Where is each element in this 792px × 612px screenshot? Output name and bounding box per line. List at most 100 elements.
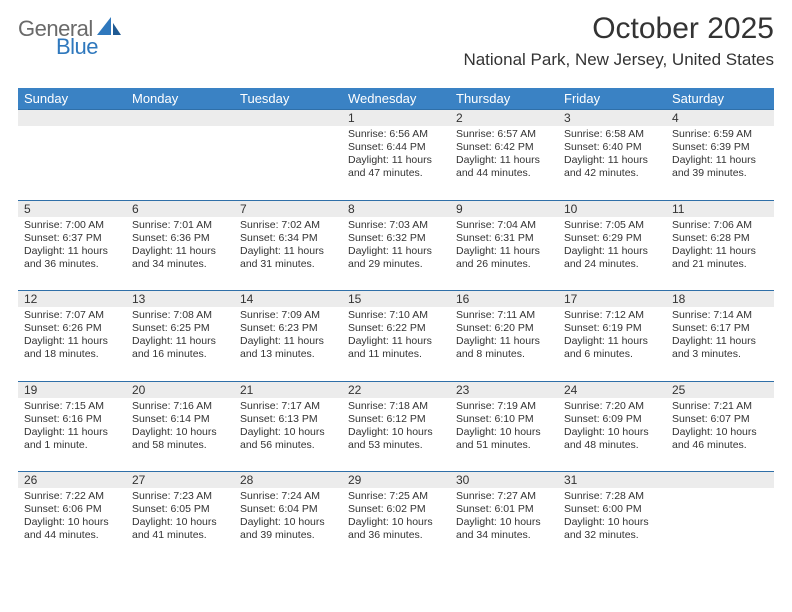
week-1-daynums: 567891011: [18, 200, 774, 217]
day-content: Sunrise: 7:28 AMSunset: 6:00 PMDaylight:…: [558, 488, 666, 547]
sunrise: Sunrise: 7:02 AM: [240, 219, 336, 232]
day-number: 5: [18, 201, 126, 217]
sunset: Sunset: 6:09 PM: [564, 413, 660, 426]
daylight: Daylight: 11 hours and 24 minutes.: [564, 245, 660, 271]
daynum-cell: 15: [342, 291, 450, 308]
day-content: Sunrise: 7:21 AMSunset: 6:07 PMDaylight:…: [666, 398, 774, 457]
brand-sail-icon: [97, 17, 121, 35]
daynum-cell: 9: [450, 200, 558, 217]
daylight: Daylight: 11 hours and 31 minutes.: [240, 245, 336, 271]
day-content: Sunrise: 6:57 AMSunset: 6:42 PMDaylight:…: [450, 126, 558, 185]
day-content: Sunrise: 7:17 AMSunset: 6:13 PMDaylight:…: [234, 398, 342, 457]
daynum-cell: 20: [126, 381, 234, 398]
sunset: Sunset: 6:36 PM: [132, 232, 228, 245]
day-cell: Sunrise: 7:16 AMSunset: 6:14 PMDaylight:…: [126, 398, 234, 472]
sunrise: Sunrise: 7:15 AM: [24, 400, 120, 413]
day-content: Sunrise: 7:23 AMSunset: 6:05 PMDaylight:…: [126, 488, 234, 547]
day-content: [126, 126, 234, 132]
day-content: Sunrise: 7:14 AMSunset: 6:17 PMDaylight:…: [666, 307, 774, 366]
daynum-cell: 27: [126, 472, 234, 489]
calendar-head: SundayMondayTuesdayWednesdayThursdayFrid…: [18, 88, 774, 110]
sunset: Sunset: 6:19 PM: [564, 322, 660, 335]
day-number: 29: [342, 472, 450, 488]
page: General October 2025 National Park, New …: [0, 0, 792, 612]
sunset: Sunset: 6:42 PM: [456, 141, 552, 154]
day-content: Sunrise: 7:25 AMSunset: 6:02 PMDaylight:…: [342, 488, 450, 547]
sunrise: Sunrise: 7:08 AM: [132, 309, 228, 322]
sunset: Sunset: 6:40 PM: [564, 141, 660, 154]
day-number: 26: [18, 472, 126, 488]
day-number: 27: [126, 472, 234, 488]
daylight: Daylight: 11 hours and 44 minutes.: [456, 154, 552, 180]
sunset: Sunset: 6:17 PM: [672, 322, 768, 335]
sunrise: Sunrise: 7:03 AM: [348, 219, 444, 232]
day-number: 8: [342, 201, 450, 217]
day-number: 19: [18, 382, 126, 398]
sunrise: Sunrise: 7:21 AM: [672, 400, 768, 413]
sunrise: Sunrise: 7:12 AM: [564, 309, 660, 322]
day-cell: Sunrise: 7:23 AMSunset: 6:05 PMDaylight:…: [126, 488, 234, 562]
daynum-cell: 10: [558, 200, 666, 217]
day-cell: Sunrise: 7:19 AMSunset: 6:10 PMDaylight:…: [450, 398, 558, 472]
calendar-body: 1234Sunrise: 6:56 AMSunset: 6:44 PMDayli…: [18, 110, 774, 563]
day-cell: Sunrise: 7:17 AMSunset: 6:13 PMDaylight:…: [234, 398, 342, 472]
sunset: Sunset: 6:01 PM: [456, 503, 552, 516]
daynum-cell: 8: [342, 200, 450, 217]
sunset: Sunset: 6:02 PM: [348, 503, 444, 516]
week-4-daynums: 262728293031: [18, 472, 774, 489]
week-0-daynums: 1234: [18, 110, 774, 127]
day-cell: Sunrise: 7:24 AMSunset: 6:04 PMDaylight:…: [234, 488, 342, 562]
day-cell: Sunrise: 7:15 AMSunset: 6:16 PMDaylight:…: [18, 398, 126, 472]
day-number: 23: [450, 382, 558, 398]
sunrise: Sunrise: 7:06 AM: [672, 219, 768, 232]
weekday-wednesday: Wednesday: [342, 88, 450, 110]
sunrise: Sunrise: 7:20 AM: [564, 400, 660, 413]
day-cell: Sunrise: 7:01 AMSunset: 6:36 PMDaylight:…: [126, 217, 234, 291]
day-cell: Sunrise: 7:22 AMSunset: 6:06 PMDaylight:…: [18, 488, 126, 562]
sunset: Sunset: 6:39 PM: [672, 141, 768, 154]
daynum-cell: 6: [126, 200, 234, 217]
sunset: Sunset: 6:14 PM: [132, 413, 228, 426]
day-content: Sunrise: 7:01 AMSunset: 6:36 PMDaylight:…: [126, 217, 234, 276]
day-content: [666, 488, 774, 494]
sunset: Sunset: 6:32 PM: [348, 232, 444, 245]
day-number: 1: [342, 110, 450, 126]
day-number: 6: [126, 201, 234, 217]
day-number: 25: [666, 382, 774, 398]
daynum-cell: 31: [558, 472, 666, 489]
sunrise: Sunrise: 6:56 AM: [348, 128, 444, 141]
day-cell: Sunrise: 7:00 AMSunset: 6:37 PMDaylight:…: [18, 217, 126, 291]
day-content: Sunrise: 7:04 AMSunset: 6:31 PMDaylight:…: [450, 217, 558, 276]
day-content: Sunrise: 7:10 AMSunset: 6:22 PMDaylight:…: [342, 307, 450, 366]
month-title: October 2025: [463, 12, 774, 46]
calendar-table: SundayMondayTuesdayWednesdayThursdayFrid…: [18, 88, 774, 562]
day-content: Sunrise: 7:11 AMSunset: 6:20 PMDaylight:…: [450, 307, 558, 366]
daylight: Daylight: 11 hours and 13 minutes.: [240, 335, 336, 361]
day-content: Sunrise: 7:15 AMSunset: 6:16 PMDaylight:…: [18, 398, 126, 457]
sunrise: Sunrise: 7:23 AM: [132, 490, 228, 503]
day-number: 24: [558, 382, 666, 398]
daylight: Daylight: 10 hours and 46 minutes.: [672, 426, 768, 452]
daylight: Daylight: 11 hours and 29 minutes.: [348, 245, 444, 271]
day-number: 10: [558, 201, 666, 217]
daynum-cell: 2: [450, 110, 558, 127]
daylight: Daylight: 10 hours and 41 minutes.: [132, 516, 228, 542]
daynum-cell: 26: [18, 472, 126, 489]
day-content: [234, 126, 342, 132]
day-content: Sunrise: 6:59 AMSunset: 6:39 PMDaylight:…: [666, 126, 774, 185]
daynum-cell: [234, 110, 342, 127]
weekday-friday: Friday: [558, 88, 666, 110]
sunrise: Sunrise: 7:10 AM: [348, 309, 444, 322]
day-cell: Sunrise: 7:08 AMSunset: 6:25 PMDaylight:…: [126, 307, 234, 381]
daynum-cell: 29: [342, 472, 450, 489]
day-content: Sunrise: 7:08 AMSunset: 6:25 PMDaylight:…: [126, 307, 234, 366]
sunset: Sunset: 6:13 PM: [240, 413, 336, 426]
day-number: 28: [234, 472, 342, 488]
daynum-cell: 24: [558, 381, 666, 398]
daylight: Daylight: 10 hours and 51 minutes.: [456, 426, 552, 452]
daylight: Daylight: 10 hours and 34 minutes.: [456, 516, 552, 542]
sunset: Sunset: 6:25 PM: [132, 322, 228, 335]
sunrise: Sunrise: 6:57 AM: [456, 128, 552, 141]
day-number: 13: [126, 291, 234, 307]
daynum-cell: 17: [558, 291, 666, 308]
